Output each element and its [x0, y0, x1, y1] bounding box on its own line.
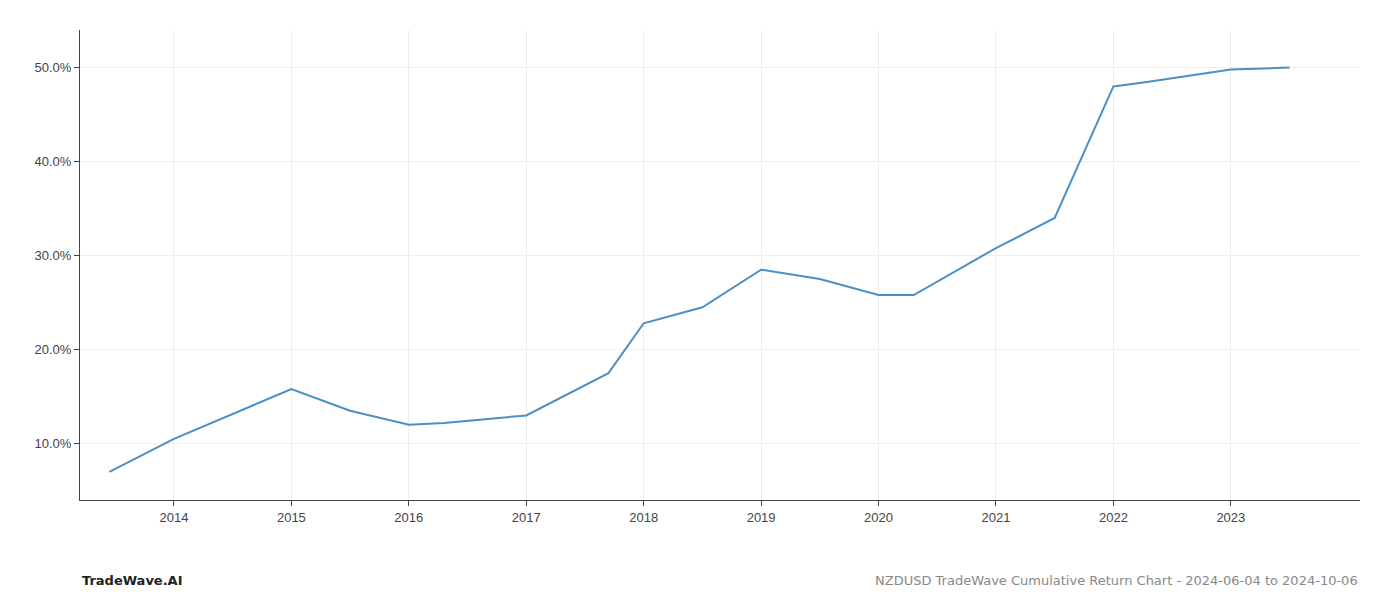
svg-text:2015: 2015 — [277, 510, 306, 525]
svg-text:2019: 2019 — [747, 510, 776, 525]
svg-text:TradeWave.AI: TradeWave.AI — [82, 573, 183, 588]
svg-text:40.0%: 40.0% — [35, 154, 72, 169]
svg-text:2021: 2021 — [981, 510, 1010, 525]
svg-text:30.0%: 30.0% — [35, 248, 72, 263]
svg-text:NZDUSD TradeWave Cumulative Re: NZDUSD TradeWave Cumulative Return Chart… — [875, 573, 1358, 588]
svg-text:20.0%: 20.0% — [35, 342, 72, 357]
svg-text:2018: 2018 — [629, 510, 658, 525]
svg-text:2020: 2020 — [864, 510, 893, 525]
svg-text:2017: 2017 — [512, 510, 541, 525]
svg-text:2022: 2022 — [1099, 510, 1128, 525]
svg-text:2016: 2016 — [394, 510, 423, 525]
svg-text:50.0%: 50.0% — [35, 60, 72, 75]
svg-text:10.0%: 10.0% — [35, 436, 72, 451]
svg-text:2014: 2014 — [159, 510, 188, 525]
svg-text:2023: 2023 — [1216, 510, 1245, 525]
